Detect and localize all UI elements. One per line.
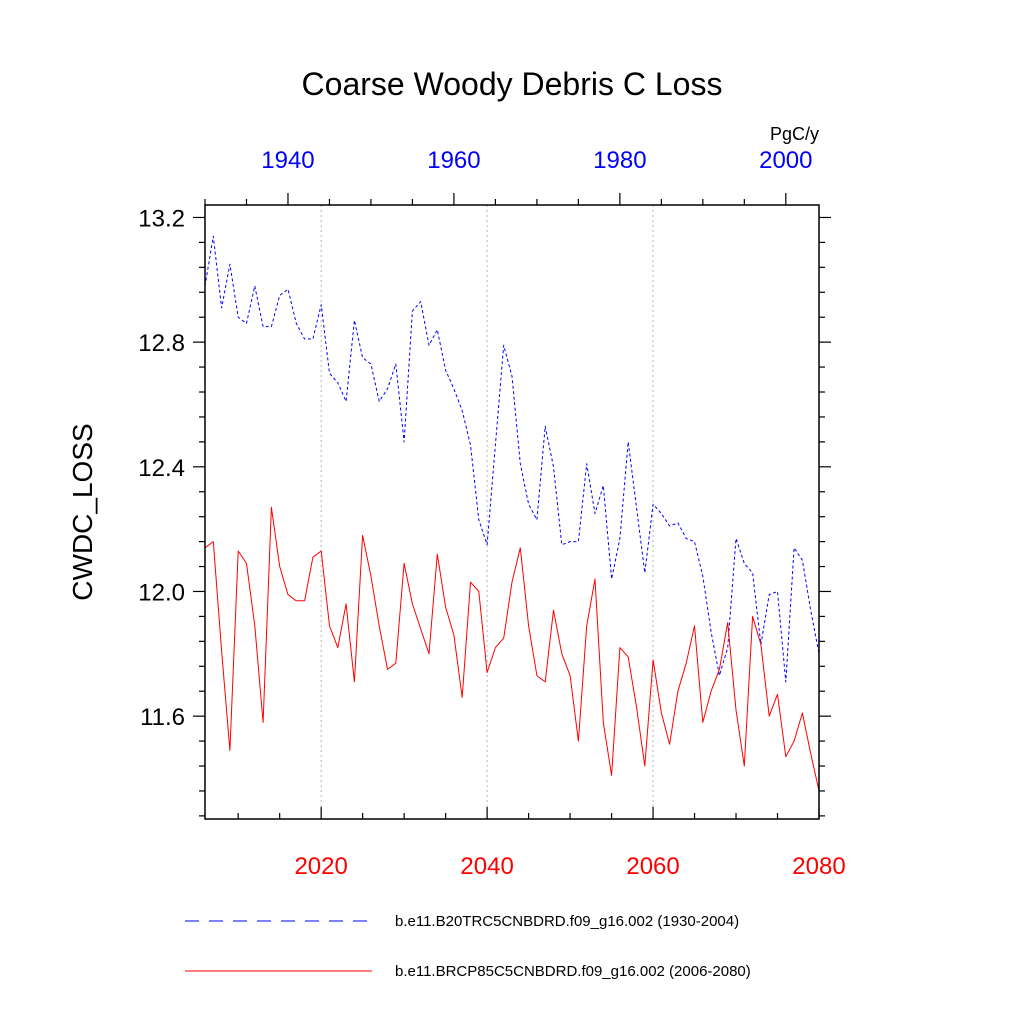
bottom-x-tick-label: 2040 xyxy=(460,853,513,880)
top-x-axis: 1940 1960 1980 2000 xyxy=(204,147,813,205)
legend-label-series-2: b.e11.BRCP85C5CNBDRD.f09_g16.002 (2006-2… xyxy=(395,963,751,980)
top-x-tick-label: 1960 xyxy=(427,147,480,174)
y-tick-label: 13.2 xyxy=(138,205,185,232)
bottom-x-tick-label: 2060 xyxy=(626,853,679,880)
y-axis: 11.6 12.0 12.4 12.8 13.2 xyxy=(138,205,831,817)
series-line-1 xyxy=(204,235,820,683)
y-tick-label: 12.8 xyxy=(138,330,185,357)
chart-title: Coarse Woody Debris C Loss xyxy=(302,66,723,102)
top-x-tick-label: 2000 xyxy=(759,147,812,174)
series-layer xyxy=(204,235,820,792)
bottom-x-tick-label: 2020 xyxy=(294,853,347,880)
plot-frame xyxy=(204,204,820,820)
top-x-tick-label: 1940 xyxy=(261,147,314,174)
top-x-tick-label: 1980 xyxy=(593,147,646,174)
y-tick-label: 11.6 xyxy=(140,704,185,731)
y-tick-label: 12.0 xyxy=(138,579,185,606)
y-tick-label: 12.4 xyxy=(138,455,185,482)
legend: b.e11.B20TRC5CNBDRD.f09_g16.002 (1930-20… xyxy=(185,913,751,980)
legend-label-series-1: b.e11.B20TRC5CNBDRD.f09_g16.002 (1930-20… xyxy=(395,913,739,930)
grid xyxy=(320,205,654,819)
bottom-x-axis: 2020 2040 2060 2080 xyxy=(237,807,846,880)
bottom-x-tick-label: 2080 xyxy=(792,853,845,880)
units-label: PgC/y xyxy=(770,124,819,144)
y-axis-label: CWDC_LOSS xyxy=(67,423,98,600)
series-line-2 xyxy=(204,506,820,792)
